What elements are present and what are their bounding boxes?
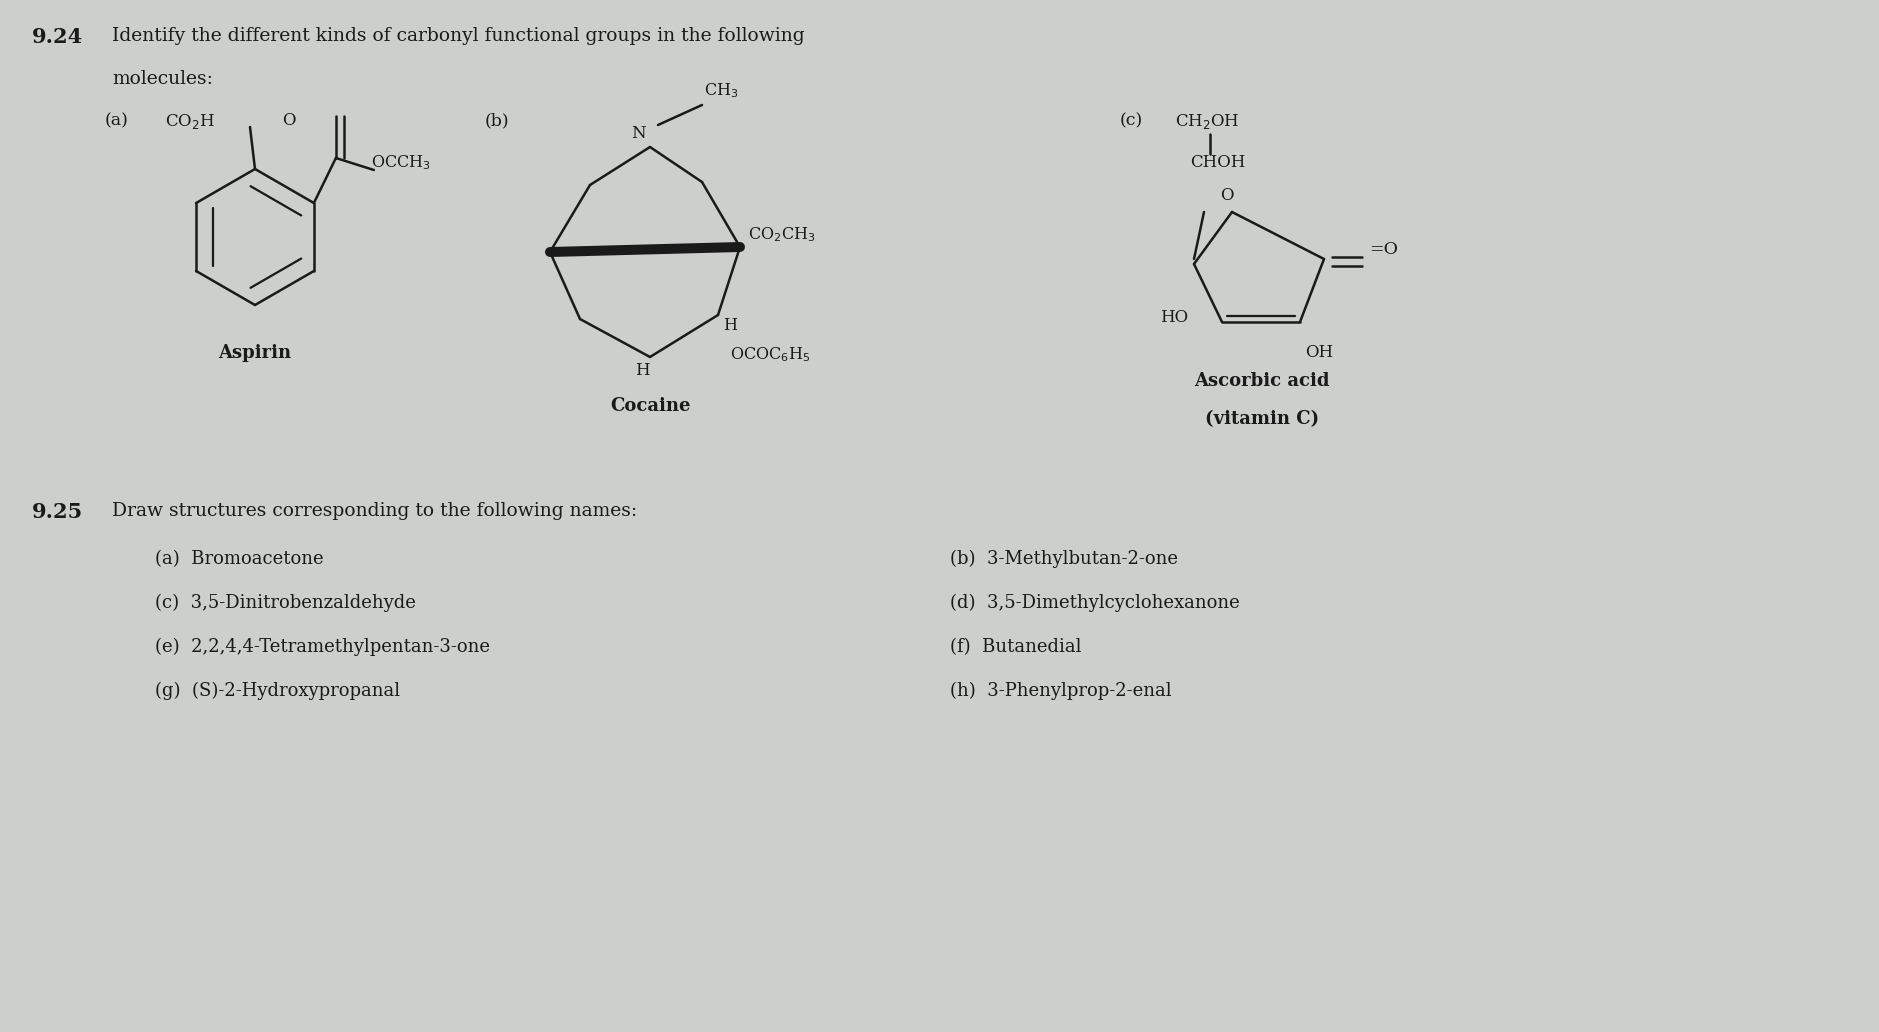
Text: OCOC$_6$H$_5$: OCOC$_6$H$_5$ (731, 345, 810, 363)
Text: (e)  2,2,4,4-Tetramethylpentan-3-one: (e) 2,2,4,4-Tetramethylpentan-3-one (154, 638, 490, 656)
Text: OH: OH (1306, 344, 1332, 361)
Text: CH$_2$OH: CH$_2$OH (1174, 112, 1240, 131)
Text: Draw structures corresponding to the following names:: Draw structures corresponding to the fol… (113, 502, 637, 520)
Text: Identify the different kinds of carbonyl functional groups in the following: Identify the different kinds of carbonyl… (113, 27, 804, 45)
Text: HO: HO (1159, 309, 1188, 325)
Text: (vitamin C): (vitamin C) (1204, 410, 1319, 428)
Text: CH$_3$: CH$_3$ (705, 82, 738, 100)
Text: (f)  Butanedial: (f) Butanedial (951, 638, 1082, 656)
Text: CO$_2$CH$_3$: CO$_2$CH$_3$ (748, 226, 815, 245)
Text: CHOH: CHOH (1189, 154, 1246, 171)
Text: H: H (635, 362, 650, 379)
Text: =O: =O (1370, 240, 1398, 258)
Text: H: H (723, 317, 737, 334)
Text: molecules:: molecules: (113, 70, 212, 88)
Text: Cocaine: Cocaine (611, 397, 690, 415)
Text: N: N (631, 125, 644, 142)
Text: CO$_2$H: CO$_2$H (165, 112, 214, 131)
Text: (b): (b) (485, 112, 509, 129)
Text: (a): (a) (105, 112, 130, 129)
Text: (c): (c) (1120, 112, 1142, 129)
Text: (h)  3-Phenylprop-2-enal: (h) 3-Phenylprop-2-enal (951, 682, 1172, 701)
Text: (b)  3-Methylbutan-2-one: (b) 3-Methylbutan-2-one (951, 550, 1178, 569)
Text: (c)  3,5-Dinitrobenzaldehyde: (c) 3,5-Dinitrobenzaldehyde (154, 594, 415, 612)
Text: Ascorbic acid: Ascorbic acid (1195, 372, 1330, 390)
Text: (a)  Bromoacetone: (a) Bromoacetone (154, 550, 323, 568)
Text: 9.25: 9.25 (32, 502, 83, 522)
Text: (g)  (S)-2-Hydroxypropanal: (g) (S)-2-Hydroxypropanal (154, 682, 400, 701)
Text: (d)  3,5-Dimethylcyclohexanone: (d) 3,5-Dimethylcyclohexanone (951, 594, 1240, 612)
Text: O: O (282, 112, 295, 129)
Text: O: O (1219, 187, 1235, 204)
Text: OCCH$_3$: OCCH$_3$ (370, 154, 430, 172)
Text: 9.24: 9.24 (32, 27, 83, 47)
Text: Aspirin: Aspirin (218, 344, 291, 362)
